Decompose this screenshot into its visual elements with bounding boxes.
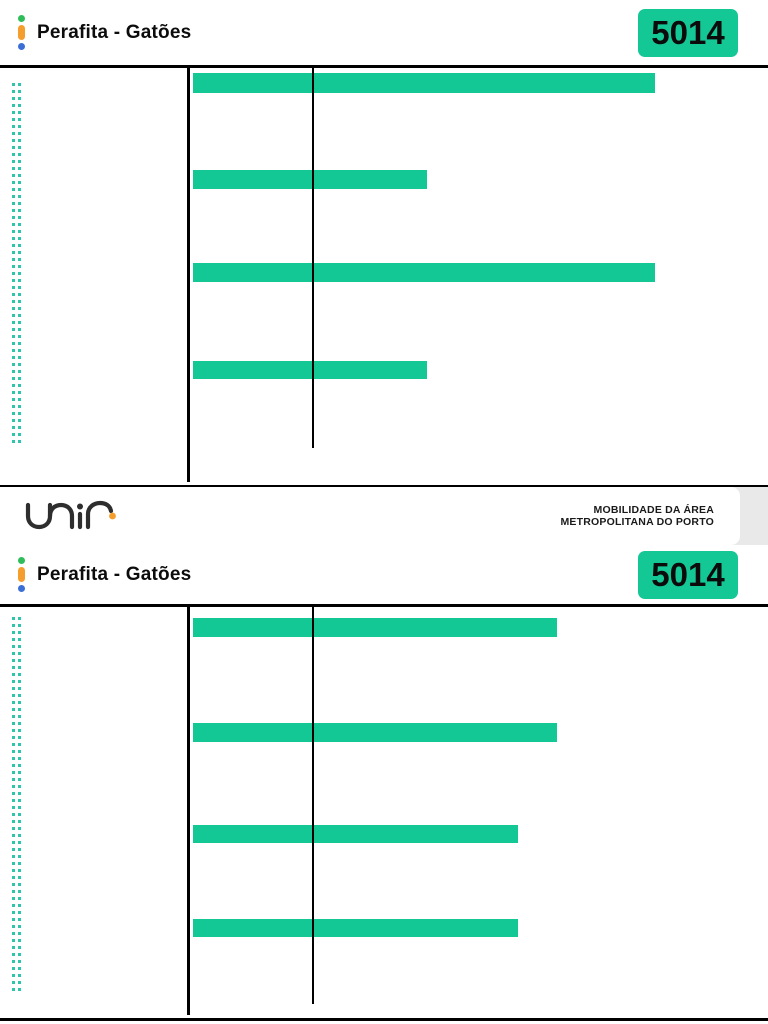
marker-green-dot bbox=[18, 557, 25, 564]
timetable-body bbox=[0, 607, 768, 1015]
timetable-header-bar bbox=[193, 919, 518, 937]
timetable-header-bars bbox=[0, 68, 768, 482]
footer-banner: MOBILIDADE DA ÁREA METROPOLITANA DO PORT… bbox=[0, 487, 740, 545]
banner-text: MOBILIDADE DA ÁREA METROPOLITANA DO PORT… bbox=[560, 504, 714, 528]
timetable-header-bars bbox=[0, 607, 768, 1015]
timetable-body bbox=[0, 68, 768, 482]
route-title: Perafita - Gatões bbox=[37, 563, 192, 585]
table-left-rule bbox=[187, 68, 190, 482]
panel-header: Perafita - Gatões 5014 bbox=[0, 0, 768, 68]
dotted-line-column bbox=[12, 83, 15, 443]
banner-text-line1: MOBILIDADE DA ÁREA bbox=[593, 504, 714, 516]
timetable-header-bar bbox=[193, 361, 427, 379]
route-number-badge: 5014 bbox=[638, 8, 738, 57]
banner-text-line2: METROPOLITANA DO PORTO bbox=[560, 516, 714, 528]
timetable-header-bar bbox=[193, 170, 427, 189]
route-marker-icon bbox=[18, 557, 25, 592]
footer-band: MOBILIDADE DA ÁREA METROPOLITANA DO PORT… bbox=[0, 487, 768, 545]
unir-logo bbox=[22, 497, 118, 535]
panel-header: Perafita - Gatões 5014 bbox=[0, 545, 768, 607]
dotted-line-column bbox=[18, 617, 21, 992]
marker-orange-pill bbox=[18, 567, 25, 582]
timetable-header-bar bbox=[193, 263, 655, 282]
dotted-line-column bbox=[12, 617, 15, 992]
timetable-panel-2: Perafita - Gatões 5014 bbox=[0, 545, 768, 1021]
timetable-header-bar bbox=[193, 723, 557, 742]
timetable-panel-1: Perafita - Gatões 5014 bbox=[0, 0, 768, 488]
route-stops-dotted-line bbox=[12, 83, 21, 443]
route-number-badge: 5014 bbox=[638, 550, 738, 599]
marker-blue-dot bbox=[18, 585, 25, 592]
dotted-line-column bbox=[18, 83, 21, 443]
timetable-header-bar bbox=[193, 825, 518, 843]
timetable-header-bar bbox=[193, 618, 557, 637]
marker-green-dot bbox=[18, 15, 25, 22]
table-left-rule bbox=[187, 607, 190, 1015]
timetable-header-bar bbox=[193, 73, 655, 93]
marker-orange-pill bbox=[18, 25, 25, 40]
route-title: Perafita - Gatões bbox=[37, 21, 192, 43]
table-column-rule bbox=[312, 68, 314, 448]
route-marker-icon bbox=[18, 15, 25, 50]
marker-blue-dot bbox=[18, 43, 25, 50]
table-column-rule bbox=[312, 607, 314, 1004]
route-stops-dotted-line bbox=[12, 617, 21, 992]
